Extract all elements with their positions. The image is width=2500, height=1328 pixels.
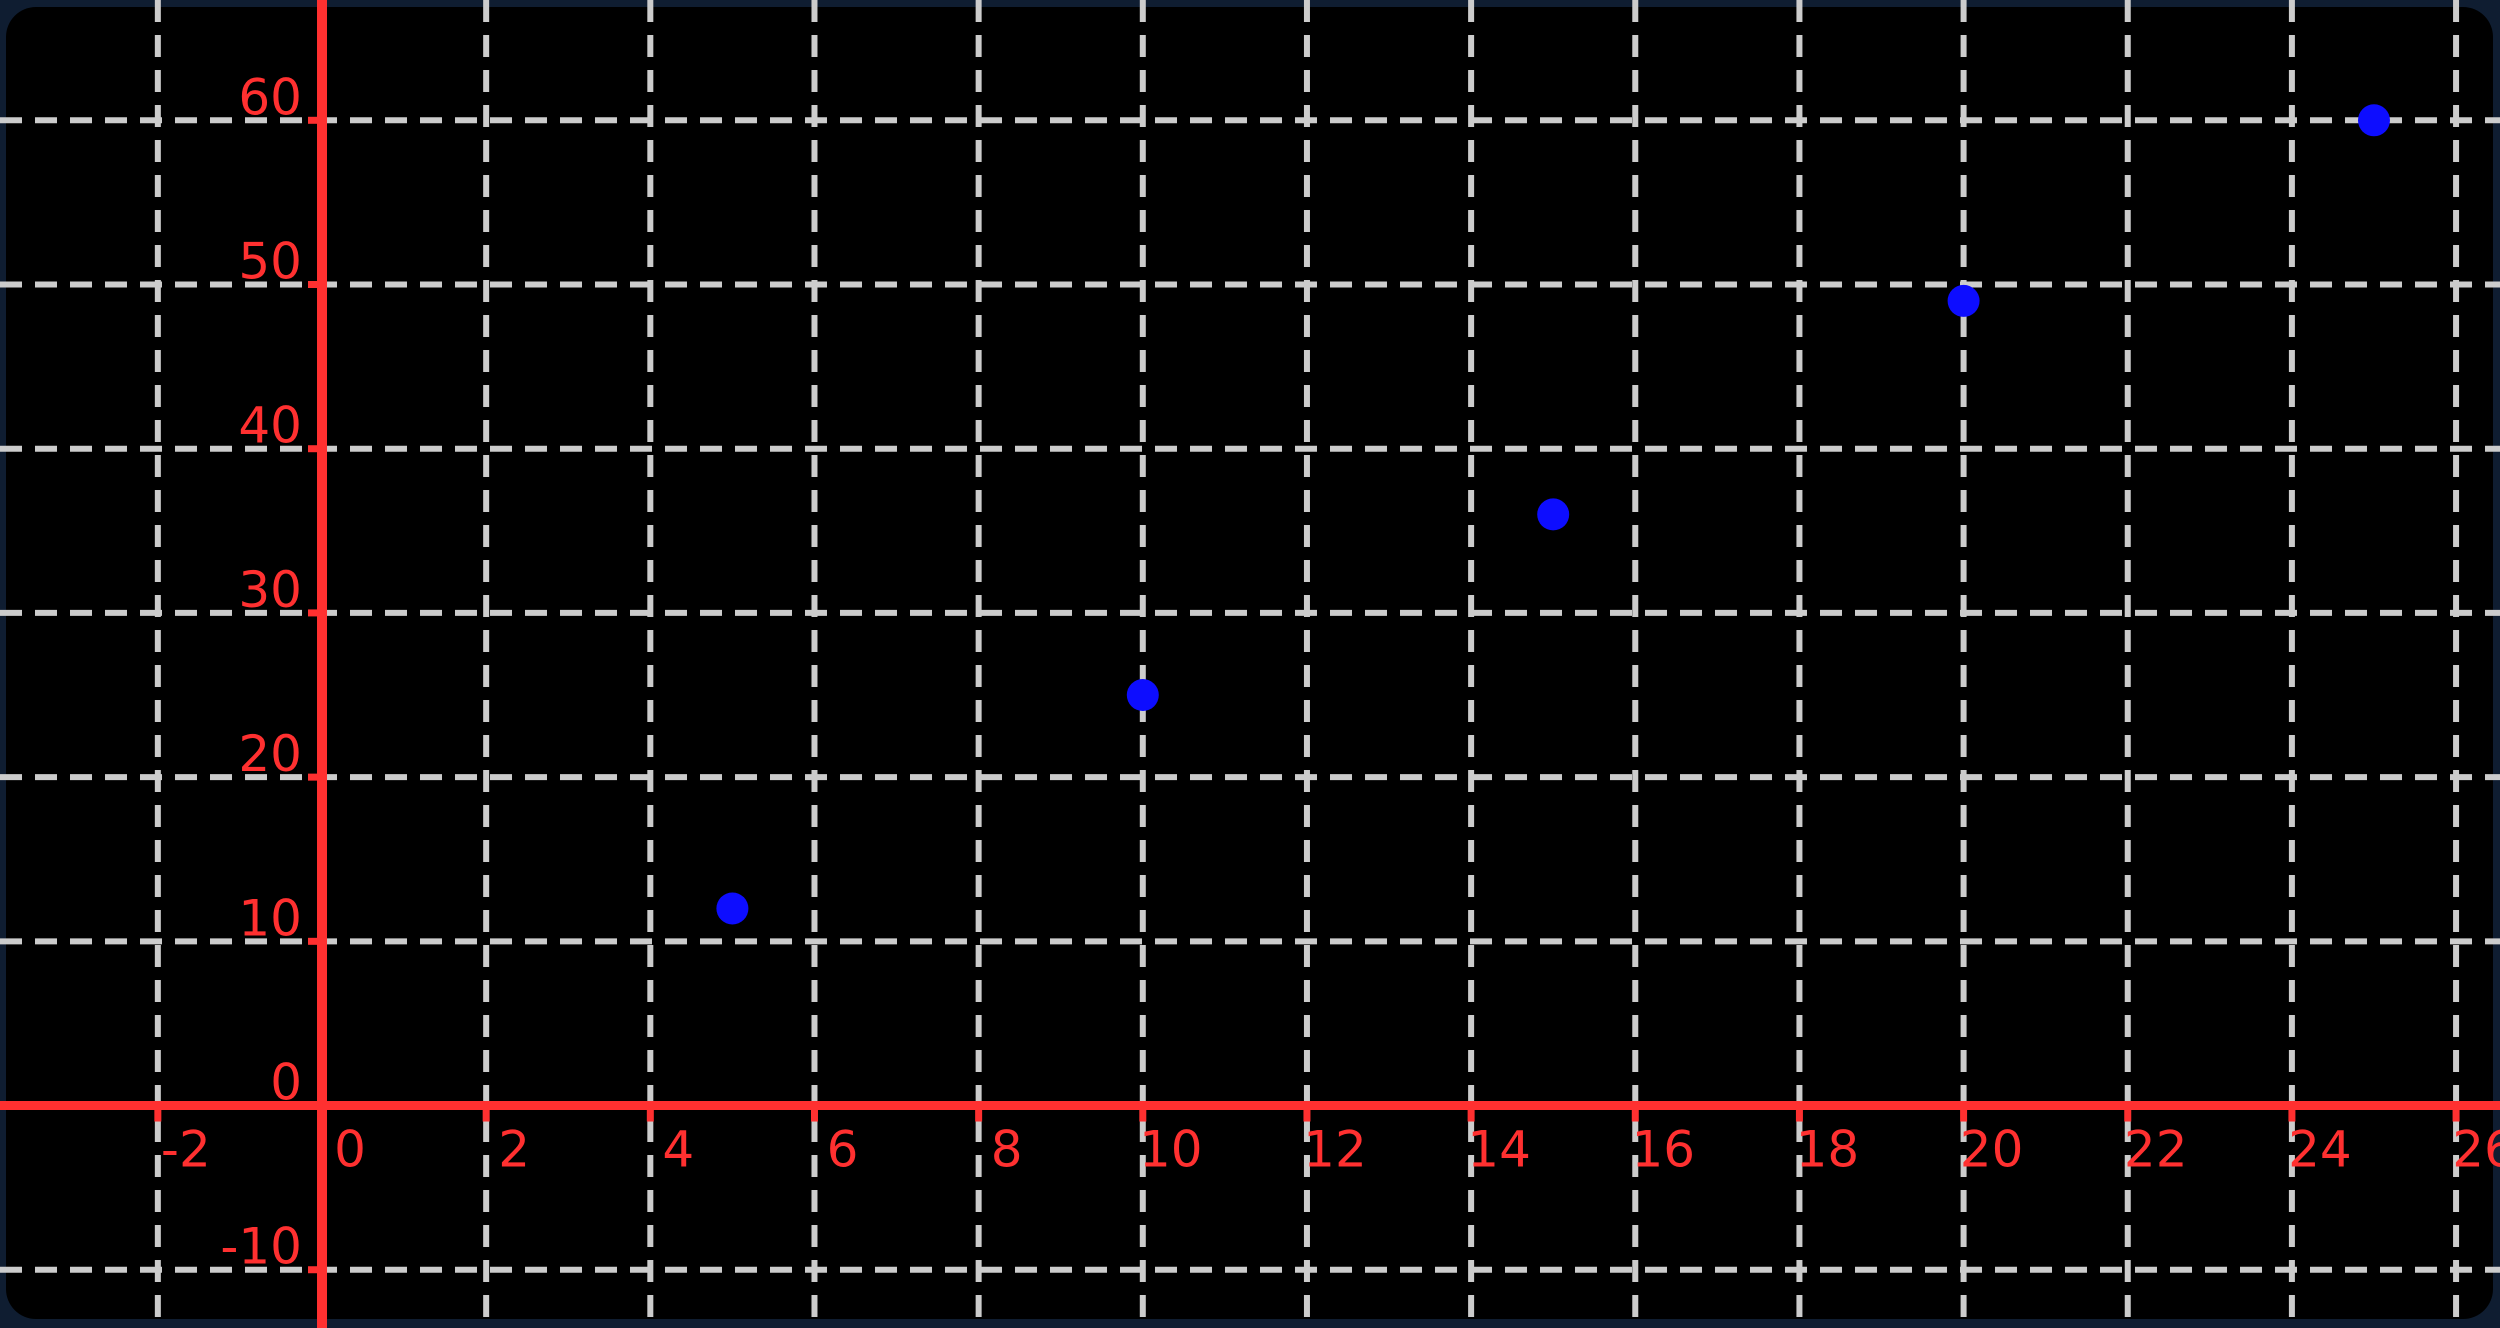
x-tick-label: -2 [161,1121,211,1179]
x-tick-label: 14 [1467,1121,1531,1179]
data-point [1126,679,1159,712]
y-tick-label: 50 [238,233,302,291]
x-tick-label: 22 [2124,1121,2188,1179]
y-tick-label: 0 [270,1054,302,1112]
x-tick-label: 20 [1960,1121,2024,1179]
data-point [2357,104,2390,137]
plot-area [6,7,2493,1319]
y-tick-label: -10 [220,1218,302,1276]
y-tick-label: 10 [238,889,302,947]
x-tick-label: 6 [827,1121,859,1179]
data-point [716,892,749,925]
x-tick-label: 12 [1303,1121,1367,1179]
x-tick-label: 4 [662,1121,694,1179]
x-tick-label: 16 [1631,1121,1695,1179]
y-tick-label: 20 [238,725,302,783]
x-tick-label: 18 [1796,1121,1860,1179]
x-tick-label: 10 [1139,1121,1203,1179]
x-tick-label: 0 [334,1121,366,1179]
x-tick-label: 8 [991,1121,1023,1179]
x-tick-label: 2 [498,1121,530,1179]
y-tick-label: 30 [238,561,302,619]
data-point [1947,284,1980,317]
x-tick-label: 26 [2452,1121,2500,1179]
y-tick-label: 60 [238,68,302,126]
x-tick-label: 24 [2288,1121,2352,1179]
y-tick-label: 40 [238,397,302,455]
data-point [1537,498,1570,531]
